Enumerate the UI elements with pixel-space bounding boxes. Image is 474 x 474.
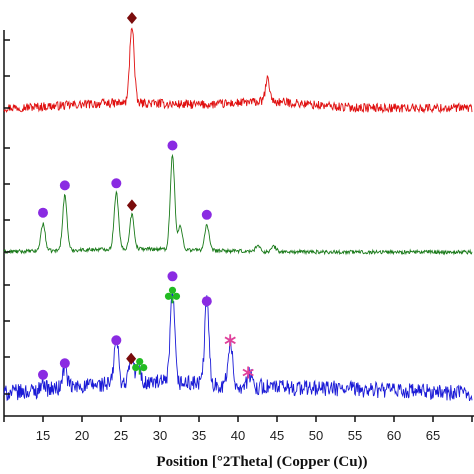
x-tick-label: 50 — [309, 428, 323, 443]
diamond-marker — [126, 352, 137, 365]
circle-marker — [111, 178, 122, 189]
circle-marker — [111, 335, 122, 346]
x-tick-label: 60 — [387, 428, 401, 443]
series-line — [3, 287, 473, 402]
club-marker — [132, 358, 148, 375]
club-leaf — [132, 364, 140, 372]
panel-2 — [3, 140, 473, 256]
x-tick-label: 25 — [114, 428, 128, 443]
club-marker — [164, 286, 181, 304]
circle-marker — [38, 369, 48, 380]
club-leaf — [168, 286, 177, 294]
x-axis-title: Position [°2Theta] (Copper (Cu)) — [156, 454, 367, 470]
circle-marker — [167, 271, 178, 282]
club-leaf — [136, 358, 144, 366]
panel-3 — [3, 271, 473, 402]
club-leaf — [172, 292, 181, 300]
asterisk-marker — [242, 366, 254, 379]
x-tick-label: 35 — [192, 428, 206, 443]
x-tick-label: 30 — [153, 428, 167, 443]
diamond-marker — [126, 199, 137, 212]
circle-marker — [201, 296, 212, 307]
series-line — [3, 27, 473, 114]
x-tick-label: 45 — [270, 428, 284, 443]
club-leaf — [140, 364, 148, 372]
asterisk-stroke — [242, 368, 254, 377]
asterisk-marker — [224, 334, 236, 347]
x-tick-label: 15 — [36, 428, 50, 443]
club-stem — [171, 296, 174, 304]
x-tick-label: 65 — [426, 428, 440, 443]
circle-marker — [201, 209, 212, 220]
club-stem — [138, 367, 141, 375]
panel-1 — [3, 12, 473, 114]
diamond-marker — [126, 12, 137, 24]
circle-marker — [38, 207, 48, 218]
circle-marker — [167, 140, 178, 151]
asterisk-stroke — [224, 336, 236, 345]
circle-marker — [59, 358, 70, 369]
x-tick-label: 20 — [75, 428, 89, 443]
x-tick-label: 55 — [348, 428, 362, 443]
x-tick-label: 40 — [231, 428, 245, 443]
club-leaf — [164, 292, 173, 300]
circle-marker — [59, 180, 70, 191]
series-line — [3, 153, 473, 256]
